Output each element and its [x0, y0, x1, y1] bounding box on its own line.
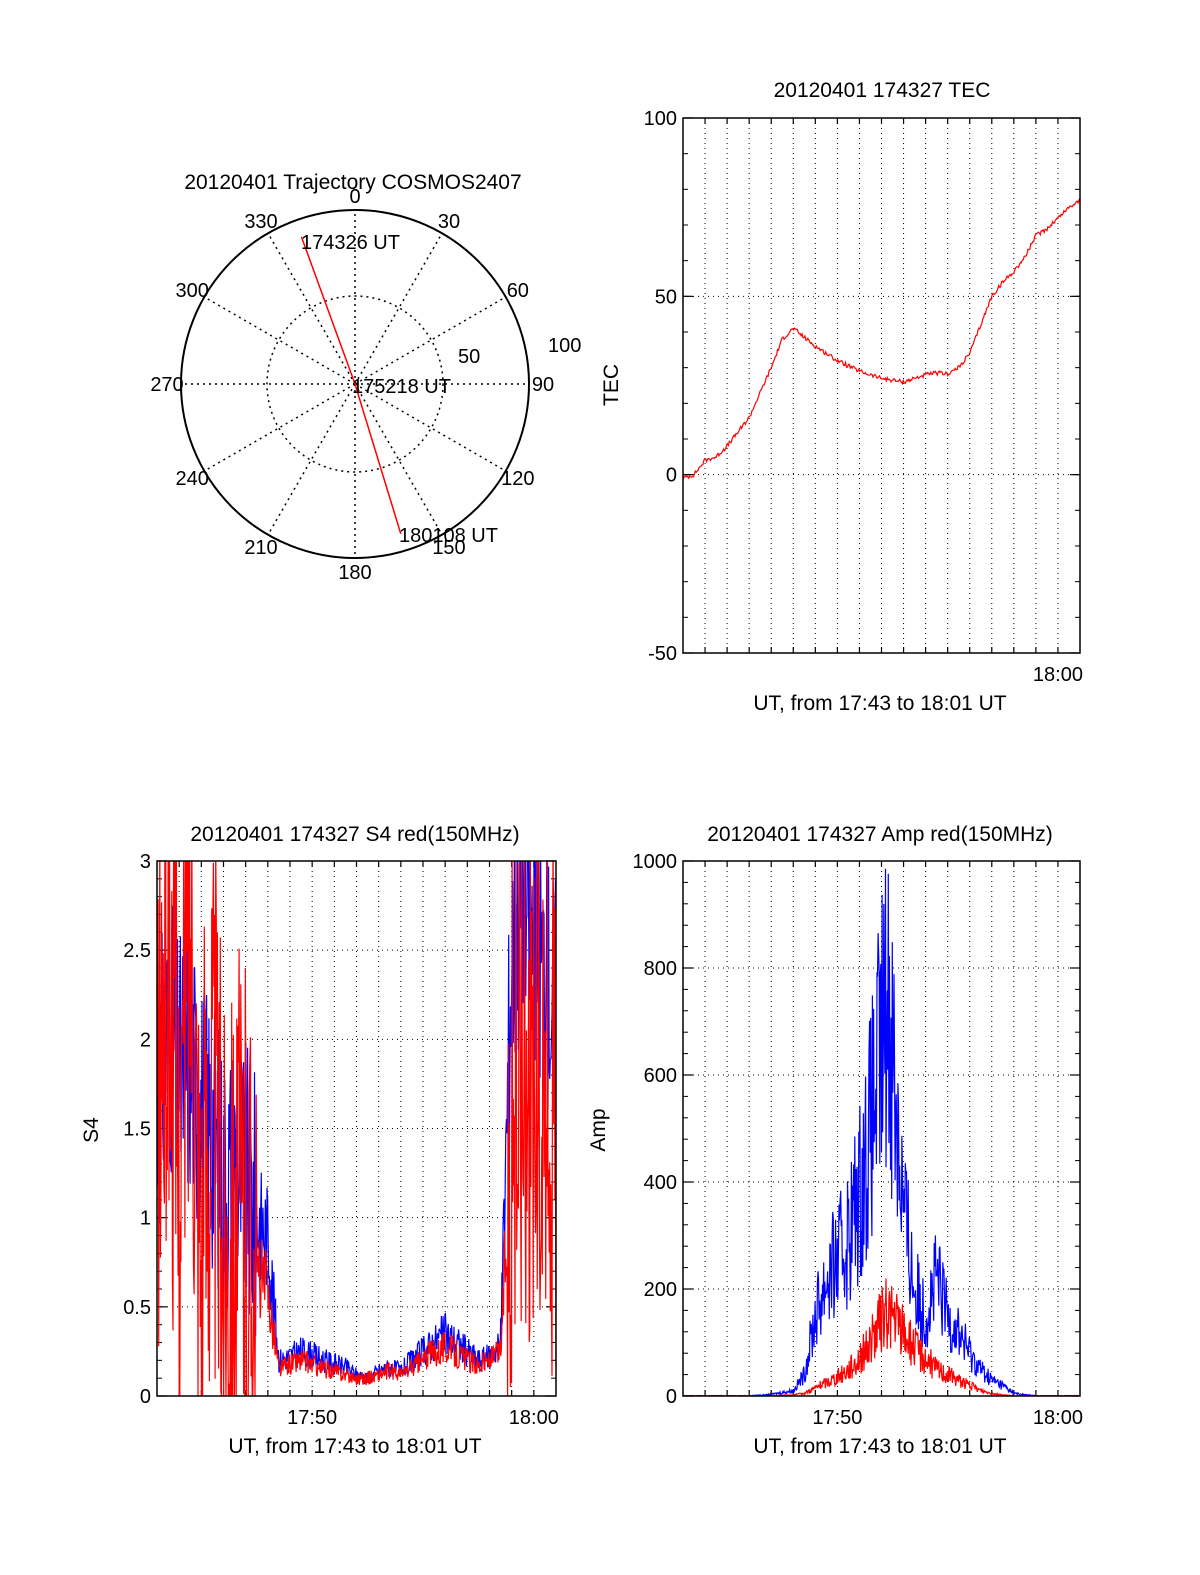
- s4-y-tick-label: 1: [140, 1208, 151, 1230]
- amp-y-tick-label: 200: [644, 1279, 677, 1301]
- polar-spoke: [354, 383, 443, 536]
- s4-y-tick-labels: 0 0.5 1 1.5 2 2.5 3: [123, 851, 151, 1408]
- s4-x-tick-label: 17:50: [287, 1407, 337, 1429]
- s4-series-blue: [157, 861, 556, 1385]
- tec-series-red: [683, 198, 1080, 480]
- polar-azimuth-label: 300: [175, 280, 208, 302]
- s4-frame: [156, 860, 557, 1397]
- polar-title: 20120401 Trajectory COSMOS2407: [184, 171, 521, 194]
- amp-panel: 20120401 174327 Amp red(150MHz) 0 200 400 6…: [587, 823, 1083, 1458]
- amp-series-red: [683, 1278, 1080, 1396]
- amp-y-tick-label: 800: [644, 958, 677, 980]
- amp-y-tick-label: 0: [666, 1386, 677, 1408]
- s4-series: [157, 861, 556, 1396]
- polar-azimuth-label: 270: [150, 374, 183, 396]
- polar-spoke: [267, 383, 356, 536]
- polar-azimuth-label: 0: [349, 186, 360, 208]
- polar-spoke: [354, 383, 507, 472]
- polar-outer-circle: [180, 209, 530, 559]
- tec-x-tick-labels: 18:00: [1033, 664, 1083, 686]
- polar-spoke: [354, 296, 507, 385]
- tec-grid: [683, 118, 1080, 653]
- polar-azimuth-labels: 0 30 60 90 120 150 180 210 240 270 300 330: [150, 186, 554, 584]
- s4-y-tick-label: 2.5: [123, 940, 151, 962]
- amp-y-tick-label: 1000: [633, 851, 678, 873]
- polar-azimuth-label: 240: [175, 468, 208, 490]
- amp-title: 20120401 174327 Amp red(150MHz): [707, 823, 1053, 846]
- tec-ylabel: TEC: [600, 364, 623, 406]
- tec-y-tick-label: 0: [666, 465, 677, 487]
- polar-azimuth-label: 150: [432, 537, 465, 559]
- tec-title: 20120401 174327 TEC: [774, 79, 991, 102]
- polar-spoke: [354, 232, 443, 385]
- s4-grid: [157, 861, 556, 1396]
- amp-y-tick-labels: 0 200 400 600 800 1000: [633, 851, 678, 1408]
- s4-y-tick-label: 2: [140, 1029, 151, 1051]
- tec-xlabel: UT, from 17:43 to 18:01 UT: [753, 692, 1006, 715]
- tec-frame: [682, 117, 1081, 654]
- s4-ylabel: S4: [80, 1117, 103, 1143]
- polar-azimuth-label: 210: [244, 537, 277, 559]
- polar-trajectory-line: [300, 236, 402, 535]
- polar-azimuth-label: 60: [507, 280, 529, 302]
- amp-x-tick-label: 17:50: [812, 1407, 862, 1429]
- polar-azimuth-label: 30: [438, 211, 460, 233]
- s4-x-tick-label: 18:00: [509, 1407, 559, 1429]
- tec-y-tick-label: 50: [655, 286, 677, 308]
- tec-y-tick-label: 100: [644, 108, 677, 130]
- amp-series: [683, 868, 1080, 1396]
- s4-series-red: [157, 861, 556, 1396]
- polar-spoke: [203, 296, 356, 385]
- polar-azimuth-label: 330: [244, 211, 277, 233]
- polar-trajectory-panel: 20120401 Trajectory COSMOS2407 0 30 60 90 12…: [150, 171, 581, 584]
- polar-azimuth-label: 180: [338, 562, 371, 584]
- tec-x-tick-label: 18:00: [1033, 664, 1083, 686]
- s4-y-tick-label: 0: [140, 1386, 151, 1408]
- amp-x-tick-label: 18:00: [1033, 1407, 1083, 1429]
- amp-y-tick-label: 400: [644, 1172, 677, 1194]
- polar-azimuth-label: 120: [501, 468, 534, 490]
- polar-radial-label-100: 100: [548, 335, 581, 357]
- tec-y-tick-label: -50: [648, 643, 677, 665]
- tec-series: [683, 198, 1080, 480]
- s4-y-tick-label: 1.5: [123, 1119, 151, 1141]
- s4-xlabel: UT, from 17:43 to 18:01 UT: [228, 1435, 481, 1458]
- polar-spoke: [203, 383, 356, 472]
- amp-xlabel: UT, from 17:43 to 18:01 UT: [753, 1435, 1006, 1458]
- s4-y-tick-label: 0.5: [123, 1297, 151, 1319]
- tec-panel: 20120401 174327 TEC -50 0 50 100 18:00 UT, …: [600, 79, 1083, 715]
- trajectory-start-label: 174326 UT: [301, 232, 400, 254]
- amp-y-tick-label: 600: [644, 1065, 677, 1087]
- amp-frame: [682, 860, 1081, 1397]
- polar-spoke: [267, 232, 356, 385]
- tec-y-tick-labels: -50 0 50 100: [644, 108, 677, 665]
- s4-x-tick-labels: 17:50 18:00: [287, 1407, 559, 1429]
- s4-y-tick-label: 3: [140, 851, 151, 873]
- s4-title: 20120401 174327 S4 red(150MHz): [190, 823, 519, 846]
- amp-ylabel: Amp: [587, 1108, 610, 1151]
- polar-radial-label-50: 50: [458, 346, 480, 368]
- trajectory-end-label: 180108 UT: [399, 525, 498, 547]
- amp-x-tick-labels: 17:50 18:00: [812, 1407, 1083, 1429]
- trajectory-mid-label: 175218 UT: [352, 376, 451, 398]
- polar-azimuth-grid: [181, 210, 529, 558]
- s4-panel: 20120401 174327 S4 red(150MHz) 0 0.5 1 1.5 2…: [80, 823, 559, 1458]
- polar-grid-circle-50: [266, 295, 444, 473]
- polar-azimuth-label: 90: [532, 374, 554, 396]
